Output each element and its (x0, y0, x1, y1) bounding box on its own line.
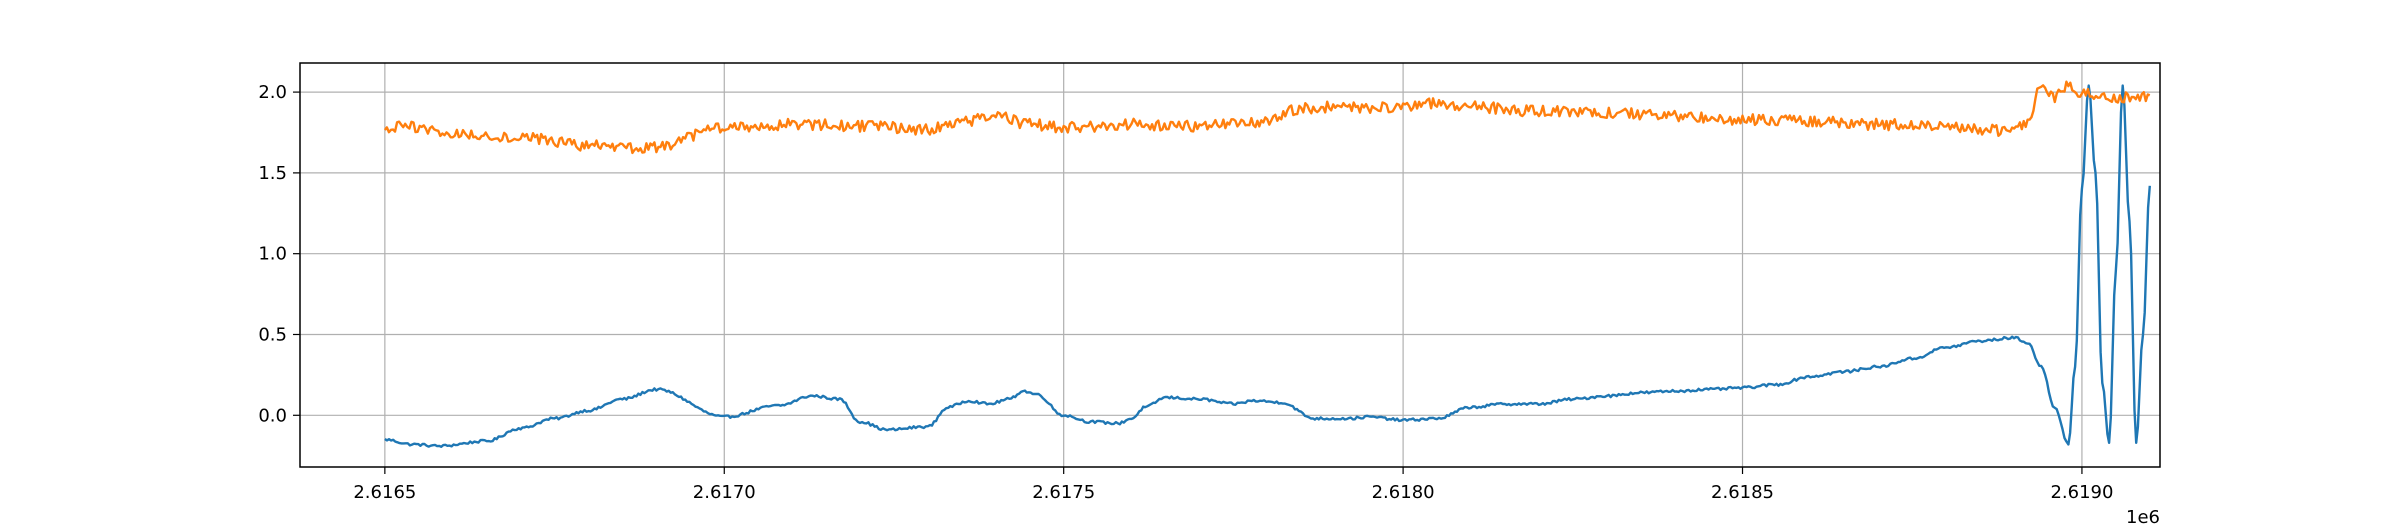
x-tick-label: 2.6175 (1032, 482, 1095, 503)
x-tick-label: 2.6165 (353, 482, 416, 503)
axes-frame (299, 62, 2161, 468)
x-tick-label: 2.6180 (1372, 482, 1435, 503)
x-tick-label: 2.6190 (2050, 482, 2113, 503)
y-tick-label: 0.5 (258, 324, 287, 345)
y-tick-label: 1.0 (258, 244, 287, 265)
x-tick-label: 2.6170 (693, 482, 756, 503)
series-line-2 (383, 80, 2151, 155)
plot-area (383, 80, 2151, 448)
x-tick-label: 2.6185 (1711, 482, 1774, 503)
y-tick-label: 1.5 (258, 163, 287, 184)
x-axis-offset-label: 1e6 (2126, 507, 2160, 525)
grid (300, 63, 2160, 467)
y-tick-label: 2.0 (258, 82, 287, 103)
series-line-1 (384, 84, 2151, 448)
axis-ticks: 2.6165 2.6170 2.6175 2.6180 2.6185 2.6190 0.0 0… (258, 82, 2113, 503)
y-tick-label: 0.0 (258, 405, 287, 426)
